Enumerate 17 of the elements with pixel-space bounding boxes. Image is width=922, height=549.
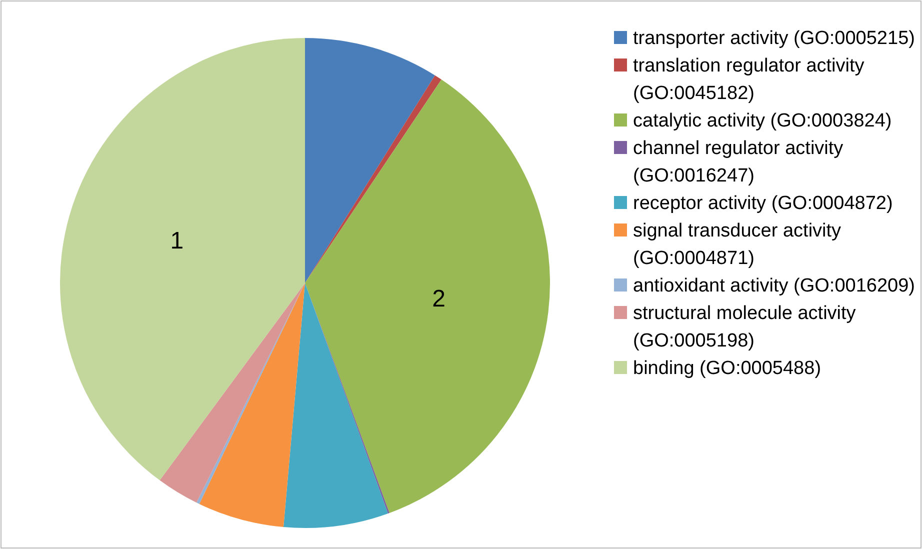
legend-label: translation regulator activity (GO:0045182) xyxy=(633,56,865,104)
pie-slice xyxy=(305,75,442,283)
legend-label: structural molecule activity (GO:0005198) xyxy=(633,303,856,352)
text: 2 xyxy=(432,286,446,313)
legend-label: binding (GO:0005488) xyxy=(633,358,822,379)
legend-label: transporter activity (GO:0005215) xyxy=(633,28,915,49)
legend-label: channel regulator activity (GO:0016247) xyxy=(633,138,844,186)
legend-label: signal transducer activity (GO:0004871) xyxy=(633,220,842,269)
pie-slice xyxy=(60,38,305,480)
pie-slice xyxy=(160,283,305,503)
legend-label: catalytic activity (GO:0003824) xyxy=(633,110,892,132)
pie-slice xyxy=(305,80,550,513)
legend-label: antioxidant activity (GO:0016209) xyxy=(633,276,915,296)
pie-slice xyxy=(305,38,435,283)
legend-label: receptor activity (GO:0004872) xyxy=(633,193,893,214)
pie-slice xyxy=(283,283,388,528)
text: 1 xyxy=(170,227,184,254)
